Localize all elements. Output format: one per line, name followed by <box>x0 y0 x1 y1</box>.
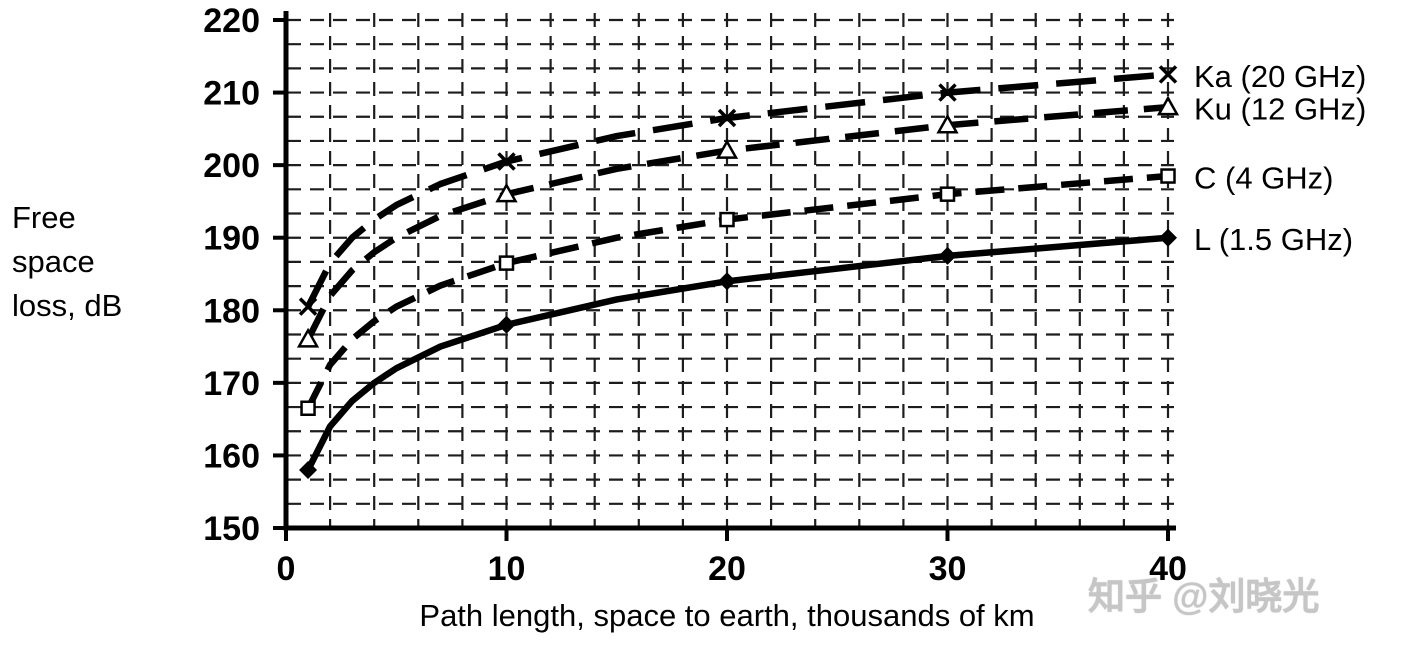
y-axis-title: Free space loss, dB <box>12 196 122 328</box>
x-tick-label: 30 <box>929 550 967 588</box>
y-axis-title-line-1: Free <box>12 200 76 235</box>
y-tick-label: 160 <box>203 437 260 475</box>
y-axis-title-line-3: loss, dB <box>12 288 123 323</box>
y-tick-label: 180 <box>203 292 260 330</box>
tick-marks <box>273 18 1170 541</box>
series-markers-c-4-ghz <box>300 168 1176 417</box>
series-l-1.5-ghz: L (1.5 GHz) <box>299 222 1353 479</box>
series-ku-12-ghz: Ku (12 GHz) <box>296 92 1366 348</box>
x-tick-label: 0 <box>277 550 296 588</box>
grid-lines <box>287 13 1174 527</box>
x-axis-title: Path length, space to earth, thousands o… <box>419 598 1035 633</box>
series-label-ka-20-ghz: Ka (20 GHz) <box>1194 59 1366 94</box>
series-markers-ku-12-ghz <box>296 95 1180 348</box>
y-tick-label: 200 <box>203 147 260 185</box>
series-label-l-1.5-ghz: L (1.5 GHz) <box>1194 222 1353 257</box>
series-line-c-4-ghz <box>305 172 1169 410</box>
y-tick-label: 150 <box>203 510 260 548</box>
series-line-ka-20-ghz <box>305 71 1169 309</box>
y-tick-label: 190 <box>203 220 260 258</box>
x-tick-label: 20 <box>708 550 746 588</box>
y-tick-label: 220 <box>203 2 260 40</box>
y-tick-label: 210 <box>203 75 260 113</box>
series-line-l-1.5-ghz <box>305 234 1169 472</box>
tick-labels: 0 10 20 30 40 150 160 170 180 190 200 210 220 <box>203 2 1187 588</box>
y-tick-label: 170 <box>203 365 260 403</box>
series-markers-ka-20-ghz <box>298 65 1178 316</box>
watermark: 知乎 @刘晓光 <box>1088 576 1320 617</box>
x-tick-label: 10 <box>488 550 526 588</box>
series-ka-20-ghz: Ka (20 GHz) <box>298 59 1366 316</box>
series-markers-l-1.5-ghz <box>299 228 1177 479</box>
series-line-ku-12-ghz <box>305 103 1169 341</box>
axes <box>283 11 1176 531</box>
y-axis-title-line-2: space <box>12 244 95 279</box>
series-label-c-4-ghz: C (4 GHz) <box>1194 161 1334 196</box>
x-tick-label: 40 <box>1149 550 1187 588</box>
series-label-ku-12-ghz: Ku (12 GHz) <box>1194 92 1366 127</box>
series-c-4-ghz: C (4 GHz) <box>300 161 1334 417</box>
